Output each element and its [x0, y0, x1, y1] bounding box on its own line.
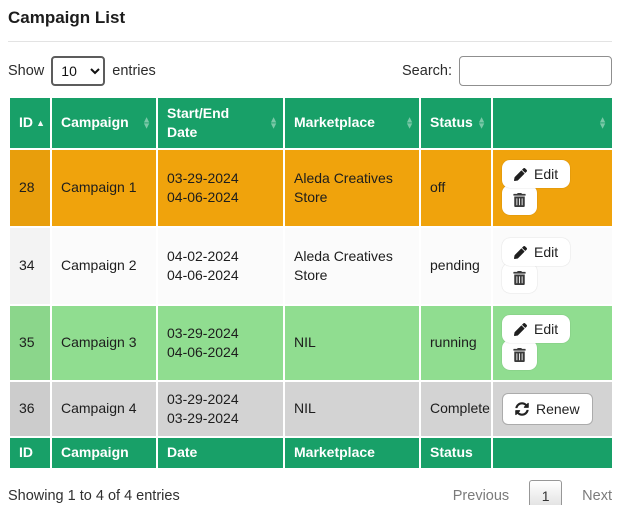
page-number-button[interactable]: 1: [529, 480, 562, 505]
edit-button[interactable]: Edit: [502, 160, 570, 188]
sort-both-icon: ▲▼: [405, 116, 414, 129]
edit-button[interactable]: Edit: [502, 315, 570, 343]
footer-actions: [492, 437, 613, 469]
table-controls: Show 10 entries Search:: [8, 56, 612, 86]
sort-both-icon: ▲▼: [477, 116, 486, 129]
footer-status: Status: [420, 437, 492, 469]
cell-actions: Edit: [492, 305, 613, 381]
search-control: Search:: [402, 56, 612, 86]
cell-campaign: Campaign 4: [51, 381, 157, 437]
table-header-row: ID ▲ Campaign ▲▼ Start/End Date ▲▼ Marke…: [9, 97, 613, 149]
cell-id: 35: [9, 305, 51, 381]
pencil-icon: [514, 168, 527, 181]
cell-marketplace: NIL: [284, 305, 420, 381]
campaign-list-page: Campaign List Show 10 entries Search: ID…: [0, 0, 620, 505]
cell-status: running: [420, 305, 492, 381]
footer-campaign: Campaign: [51, 437, 157, 469]
cell-date: 04-02-202404-06-2024: [157, 227, 284, 305]
cell-marketplace: NIL: [284, 381, 420, 437]
trash-icon: [513, 271, 526, 285]
column-header-status[interactable]: Status ▲▼: [420, 97, 492, 149]
column-header-campaign[interactable]: Campaign ▲▼: [51, 97, 157, 149]
delete-button[interactable]: [502, 340, 537, 370]
delete-button[interactable]: [502, 263, 537, 293]
page-title: Campaign List: [8, 8, 612, 28]
next-page-button[interactable]: Next: [582, 488, 612, 504]
search-input[interactable]: [459, 56, 612, 86]
trash-icon: [513, 348, 526, 362]
cell-marketplace: Aleda Creatives Store: [284, 149, 420, 227]
sort-both-icon: ▲▼: [598, 116, 607, 129]
delete-button[interactable]: [502, 185, 537, 215]
cell-date: 03-29-202404-06-2024: [157, 305, 284, 381]
cell-date: 03-29-202403-29-2024: [157, 381, 284, 437]
table-footer-row: ID Campaign Date Marketplace Status: [9, 437, 613, 469]
pencil-icon: [514, 323, 527, 336]
page-length-select[interactable]: 10: [51, 56, 105, 86]
column-header-actions[interactable]: ▲▼: [492, 97, 613, 149]
renew-button[interactable]: Renew: [502, 393, 593, 425]
cell-id: 28: [9, 149, 51, 227]
table-row: 35 Campaign 3 03-29-202404-06-2024 NIL r…: [9, 305, 613, 381]
footer-id: ID: [9, 437, 51, 469]
pencil-icon: [514, 246, 527, 259]
sort-both-icon: ▲▼: [269, 116, 278, 129]
cell-marketplace: Aleda Creatives Store: [284, 227, 420, 305]
cell-actions: Renew: [492, 381, 613, 437]
cell-campaign: Campaign 2: [51, 227, 157, 305]
table-row: 34 Campaign 2 04-02-202404-06-2024 Aleda…: [9, 227, 613, 305]
sort-both-icon: ▲▼: [142, 116, 151, 129]
pagination: Previous 1 Next: [453, 480, 612, 505]
page-length-control: Show 10 entries: [8, 56, 156, 86]
search-label: Search:: [402, 63, 452, 79]
column-header-marketplace[interactable]: Marketplace ▲▼: [284, 97, 420, 149]
table-row: 36 Campaign 4 03-29-202403-29-2024 NIL C…: [9, 381, 613, 437]
cell-id: 36: [9, 381, 51, 437]
entries-info: Showing 1 to 4 of 4 entries: [8, 488, 180, 504]
column-header-date[interactable]: Start/End Date ▲▼: [157, 97, 284, 149]
cell-status: pending: [420, 227, 492, 305]
cell-campaign: Campaign 3: [51, 305, 157, 381]
edit-button[interactable]: Edit: [502, 238, 570, 266]
campaign-table: ID ▲ Campaign ▲▼ Start/End Date ▲▼ Marke…: [8, 96, 614, 470]
footer-marketplace: Marketplace: [284, 437, 420, 469]
cell-id: 34: [9, 227, 51, 305]
refresh-icon: [515, 402, 529, 416]
table-row: 28 Campaign 1 03-29-202404-06-2024 Aleda…: [9, 149, 613, 227]
entries-label: entries: [112, 63, 156, 79]
cell-date: 03-29-202404-06-2024: [157, 149, 284, 227]
show-label: Show: [8, 63, 44, 79]
previous-page-button[interactable]: Previous: [453, 488, 509, 504]
cell-campaign: Campaign 1: [51, 149, 157, 227]
sort-asc-icon: ▲: [36, 120, 45, 126]
cell-actions: Edit: [492, 149, 613, 227]
footer-date: Date: [157, 437, 284, 469]
divider: [8, 41, 612, 42]
column-header-id[interactable]: ID ▲: [9, 97, 51, 149]
cell-status: off: [420, 149, 492, 227]
cell-status: Complete: [420, 381, 492, 437]
table-bottom-bar: Showing 1 to 4 of 4 entries Previous 1 N…: [8, 480, 612, 505]
cell-actions: Edit: [492, 227, 613, 305]
trash-icon: [513, 193, 526, 207]
